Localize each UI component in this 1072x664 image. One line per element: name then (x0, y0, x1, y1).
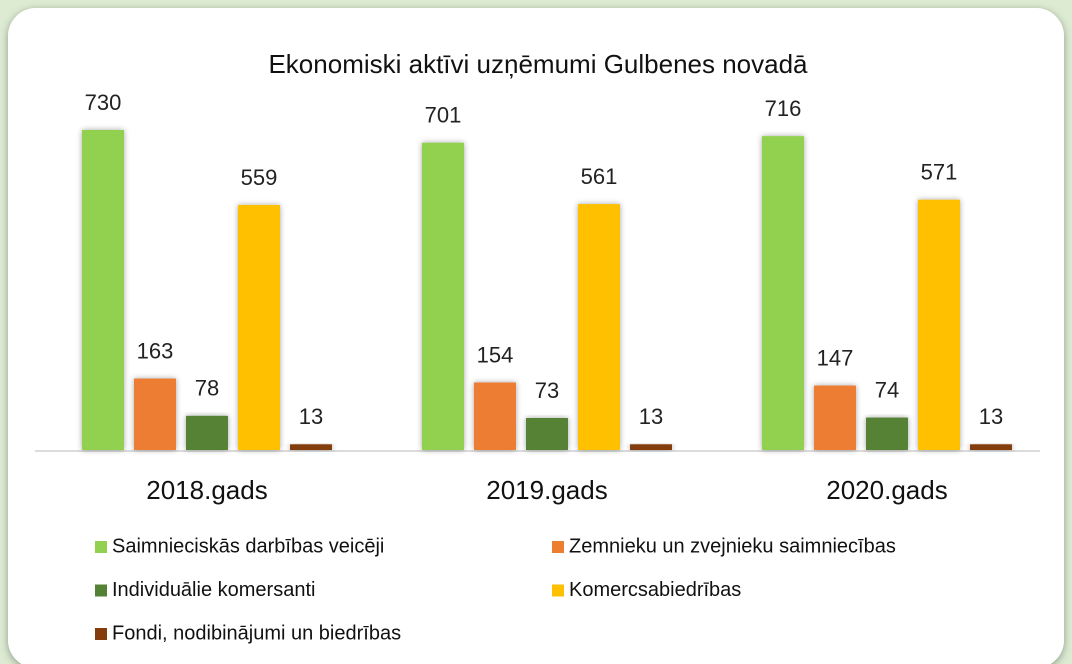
data-label: 13 (299, 404, 323, 429)
data-label: 78 (195, 376, 219, 401)
data-label: 163 (137, 338, 174, 363)
x-tick-label: 2019.gads (486, 475, 607, 505)
bar (918, 199, 960, 450)
data-label: 13 (639, 404, 663, 429)
bar (578, 204, 620, 450)
bar (186, 415, 228, 450)
bar (422, 142, 464, 450)
data-label: 154 (477, 342, 514, 367)
chart-title: Ekonomiski aktīvi uzņēmumi Gulbenes nova… (268, 49, 808, 79)
data-label: 73 (535, 378, 559, 403)
data-label: 147 (817, 345, 854, 370)
data-label: 561 (581, 164, 618, 189)
bar (526, 418, 568, 450)
legend-label: Fondi, nodibinājumi un biedrības (112, 622, 401, 644)
legend-label: Saimnieciskās darbības veicēji (112, 535, 384, 557)
bar (762, 136, 804, 450)
legend-label: Individuālie komersanti (112, 579, 315, 601)
bar (290, 444, 332, 450)
legend-label: Komercsabiedrības (569, 579, 741, 601)
legend-swatch (552, 541, 564, 553)
bar (630, 444, 672, 450)
legend-swatch (95, 584, 107, 597)
bar (134, 378, 176, 450)
bar (866, 417, 908, 450)
bar (474, 382, 516, 450)
data-label: 13 (979, 404, 1003, 429)
legend-swatch (95, 628, 107, 640)
data-label: 571 (921, 160, 958, 185)
legend-label: Zemnieku un zvejnieku saimniecības (569, 535, 896, 557)
legend-swatch (552, 584, 564, 597)
data-label: 559 (241, 165, 278, 190)
data-label: 730 (85, 90, 122, 115)
data-label: 74 (875, 377, 899, 402)
bar (238, 204, 280, 450)
data-label: 716 (765, 96, 802, 121)
x-tick-label: 2018.gads (146, 475, 267, 505)
bar (970, 444, 1012, 450)
bar (82, 130, 124, 450)
x-tick-label: 2020.gads (826, 475, 947, 505)
bar (814, 385, 856, 450)
panel (8, 8, 1064, 664)
data-label: 701 (425, 103, 462, 128)
legend-swatch (95, 541, 107, 553)
